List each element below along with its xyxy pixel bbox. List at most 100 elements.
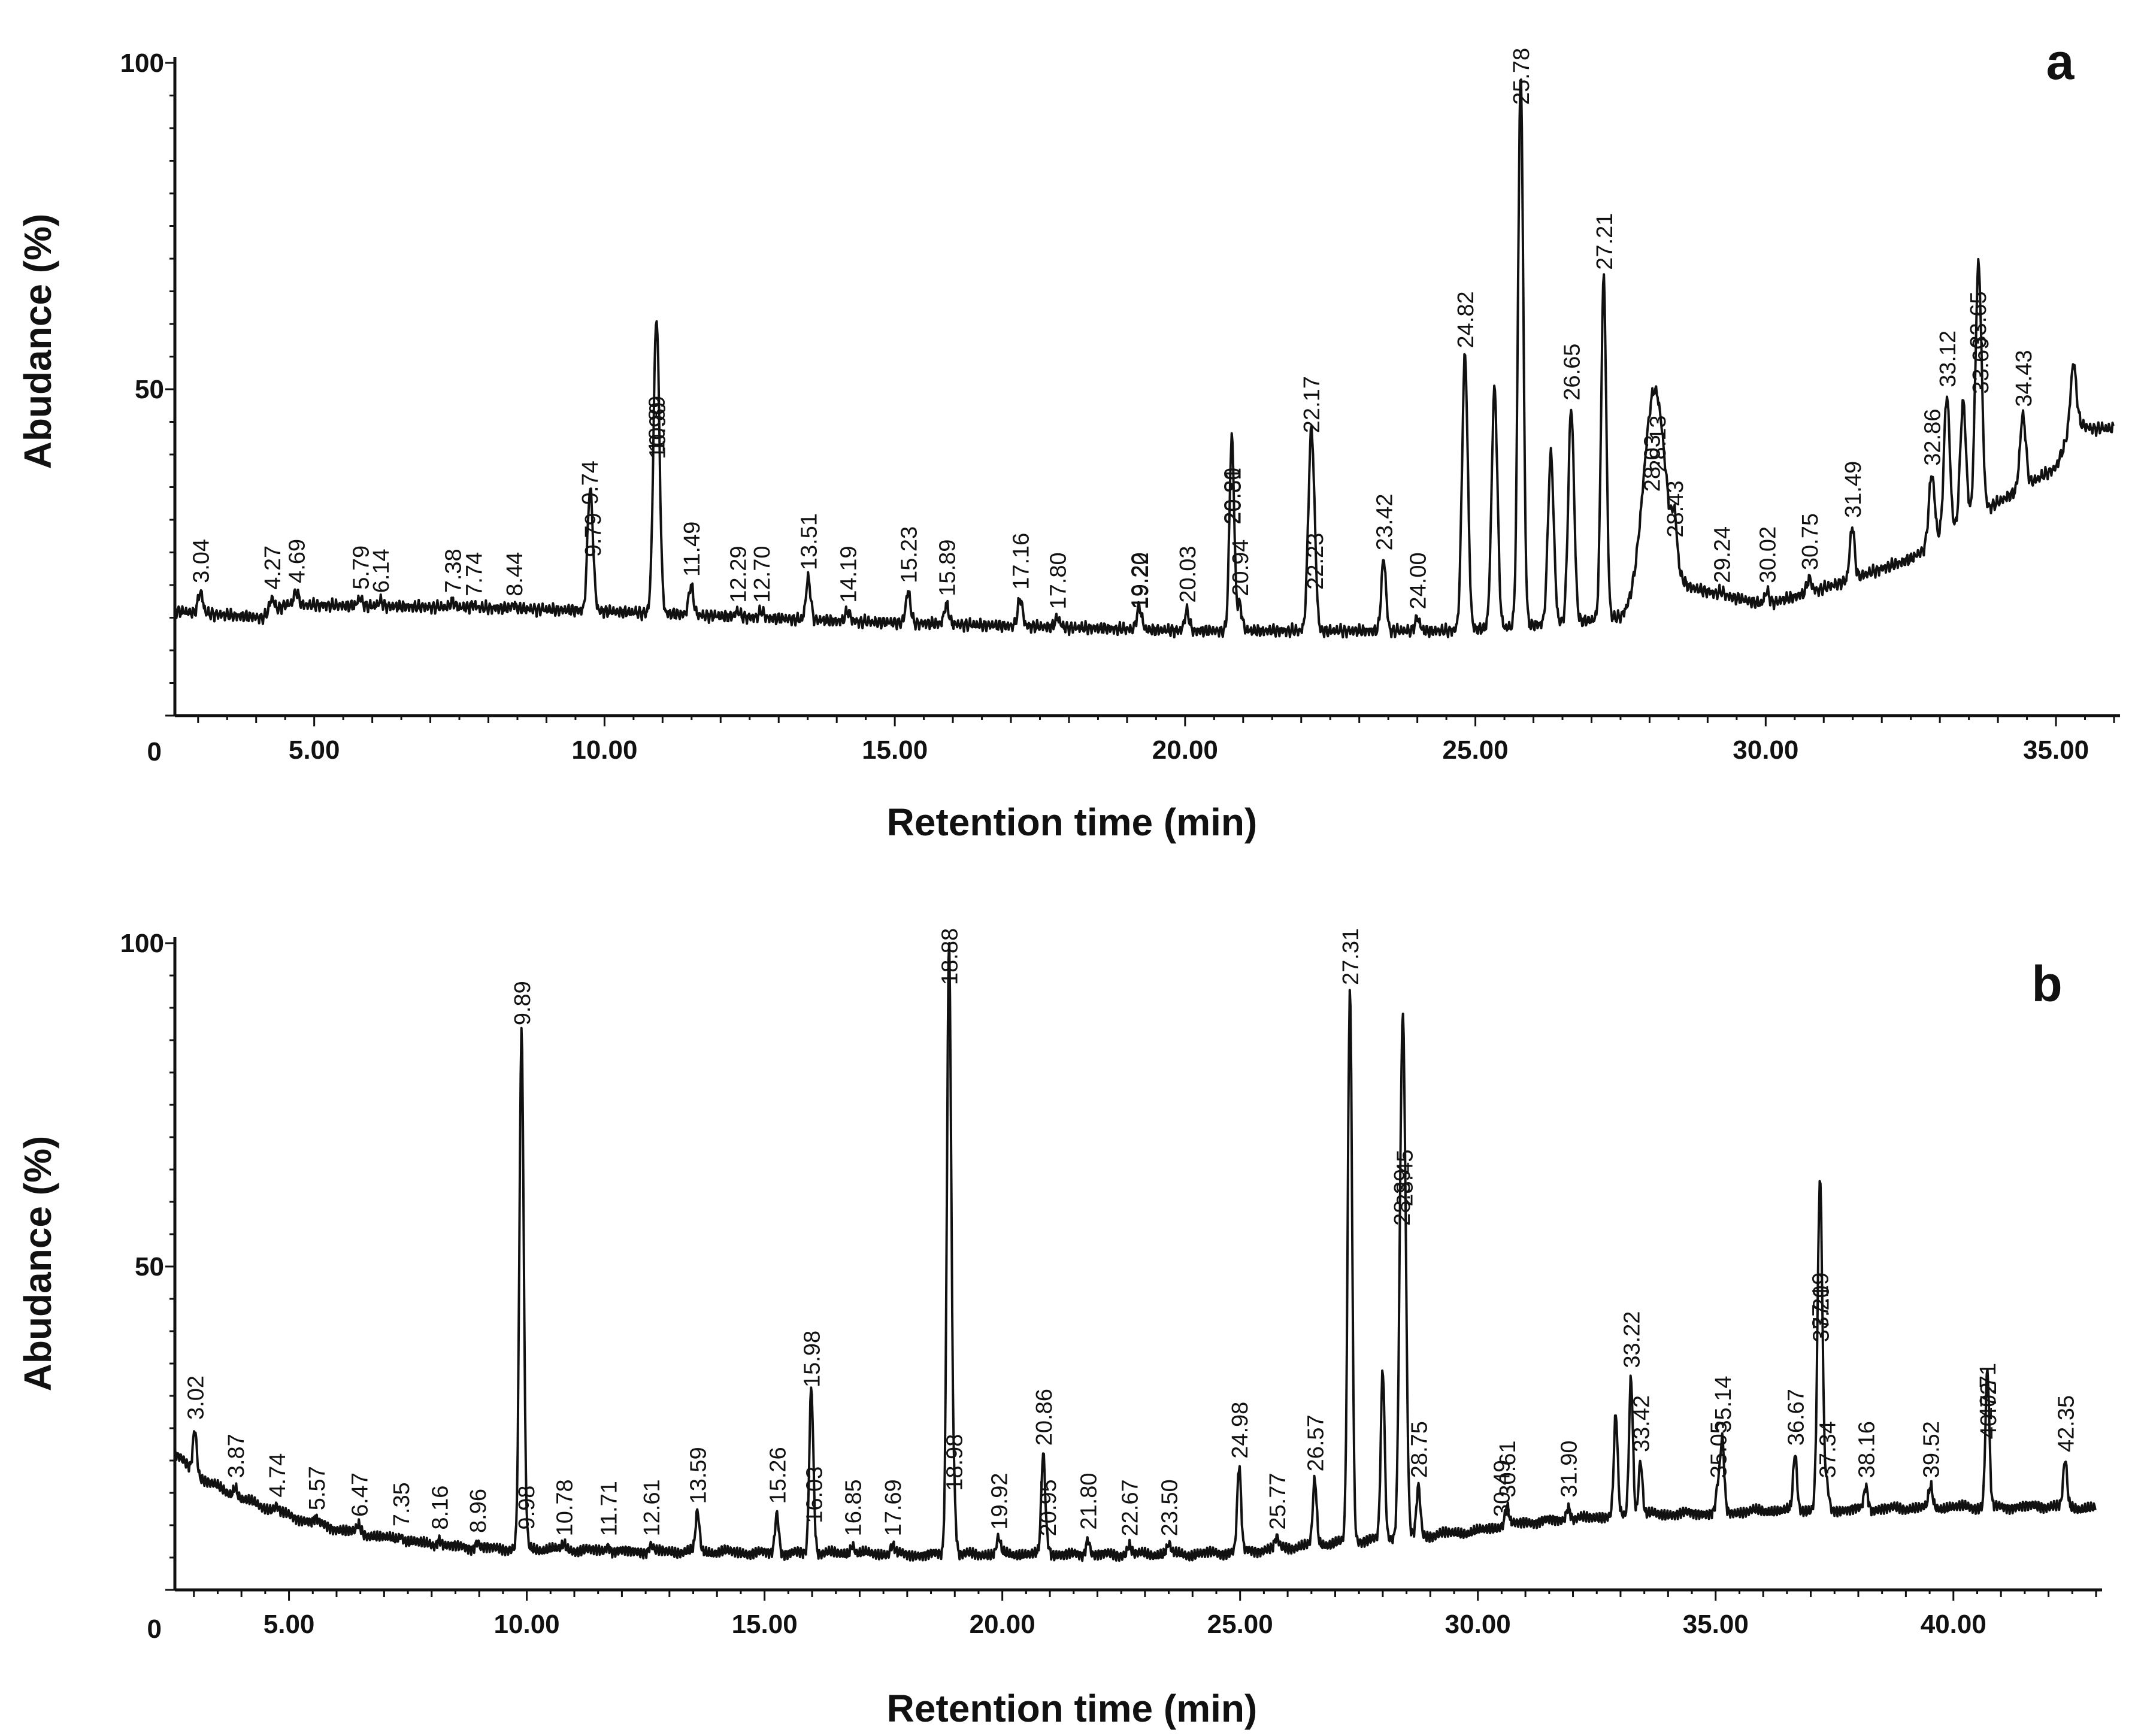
peak-label: 7.38 [441, 549, 466, 593]
peak-label: 12.61 [640, 1479, 665, 1536]
peak-label: 28.75 [1407, 1421, 1433, 1478]
peak-label: 34.43 [2012, 350, 2037, 407]
panel-letter: a [2046, 34, 2075, 90]
peak-label: 24.82 [1453, 291, 1479, 348]
y-tick-label: 0 [147, 1614, 162, 1644]
y-axis-ticks: 0 50 100 [120, 929, 175, 1644]
peak-label: 5.57 [305, 1466, 330, 1510]
peak-label: 11.49 [680, 522, 705, 577]
x-tick-label: 5.00 [289, 735, 340, 765]
x-tick-label: 30.00 [1733, 735, 1798, 765]
peak-label: 33.12 [1936, 331, 1961, 387]
peak-label: 3.04 [189, 539, 214, 583]
peak-label: 31.49 [1841, 461, 1866, 518]
x-tick-label: 20.00 [970, 1610, 1035, 1639]
peak-label: 19.20 [1127, 552, 1152, 609]
peak-label: 26.65 [1560, 344, 1585, 401]
chromatogram-panel-a: a Abudance (%) Retention time (min) 0 50 1… [16, 34, 2120, 844]
peak-label: 23.50 [1158, 1479, 1183, 1536]
peak-label: 38.16 [1855, 1421, 1880, 1478]
peak-label: 40.71 [1976, 1363, 2001, 1420]
x-tick-label: 25.00 [1443, 735, 1509, 765]
peak-label: 9.74 [578, 460, 603, 505]
y-tick-label: 50 [135, 1252, 164, 1281]
peak-label: 28.03 [1640, 435, 1665, 492]
peak-label: 10.89 [645, 396, 670, 453]
peak-label: 6.47 [347, 1473, 373, 1517]
peak-label: 16.85 [841, 1479, 867, 1536]
y-axis-ticks: 0 50 100 [120, 49, 175, 766]
peak-label: 22.23 [1303, 533, 1328, 590]
peak-label: 32.86 [1921, 409, 1946, 466]
chromatogram-trace [174, 942, 2097, 1562]
peak-label: 31.90 [1557, 1441, 1582, 1498]
peak-label: 30.02 [1755, 526, 1780, 583]
peak-label: 13.59 [686, 1447, 711, 1504]
peak-label: 10.78 [553, 1479, 578, 1536]
peak-label: 33.69 [1969, 337, 1994, 394]
x-tick-label: 20.00 [1152, 735, 1218, 765]
peak-label: 25.77 [1265, 1473, 1291, 1530]
peak-label: 20.80 [1220, 468, 1245, 525]
peak-label: 14.19 [837, 546, 862, 603]
peak-label: 4.27 [261, 546, 286, 590]
peak-label: 29.24 [1710, 526, 1736, 583]
y-axis-title: Abudance (%) [16, 214, 59, 469]
peak-label: 18.88 [938, 928, 963, 985]
x-tick-label: 35.00 [2023, 735, 2089, 765]
peak-label: 33.22 [1619, 1311, 1645, 1368]
peak-label: 17.69 [881, 1479, 906, 1536]
peak-label: 15.98 [800, 1331, 825, 1387]
peak-label: 19.22 [1128, 552, 1153, 609]
peak-label: 30.61 [1495, 1441, 1521, 1498]
peak-label: 28.39 [1390, 1169, 1415, 1226]
peak-label: 15.89 [935, 540, 960, 596]
y-tick-label: 50 [135, 375, 164, 404]
peak-label: 9.89 [510, 981, 535, 1025]
peak-label: 37.19 [1809, 1273, 1834, 1329]
x-tick-label: 10.00 [494, 1610, 560, 1639]
peak-label: 22.17 [1300, 376, 1325, 433]
peak-label: 30.49 [1490, 1460, 1515, 1517]
peak-label: 3.87 [224, 1434, 249, 1478]
peak-label: 30.75 [1798, 513, 1823, 570]
x-tick-label: 15.00 [862, 735, 928, 765]
peak-label: 35.05 [1707, 1421, 1732, 1478]
peak-label: 37.34 [1816, 1421, 1841, 1478]
chromatogram-trace [174, 78, 2115, 639]
peak-label: 40.72 [1976, 1382, 2001, 1439]
y-tick-label: 100 [120, 49, 164, 78]
peak-label: 18.98 [943, 1434, 968, 1491]
peak-label: 13.51 [797, 513, 822, 570]
peak-label: 28.43 [1663, 481, 1688, 538]
peak-label: 23.42 [1372, 493, 1397, 550]
peak-label: 19.92 [987, 1473, 1012, 1530]
peak-label: 7.74 [462, 552, 487, 596]
peak-label: 8.96 [466, 1489, 491, 1533]
peak-label: 17.16 [1009, 533, 1034, 590]
peak-label: 36.67 [1783, 1389, 1809, 1446]
peak-label: 25.78 [1509, 48, 1534, 105]
peak-label: 39.52 [1919, 1421, 1945, 1478]
peak-label: 24.00 [1406, 552, 1431, 609]
peak-label: 3.02 [183, 1376, 208, 1420]
peak-label: 15.26 [765, 1447, 791, 1504]
peak-label: 20.81 [1221, 468, 1246, 525]
peak-label: 11.71 [596, 1481, 622, 1536]
peak-label: 12.29 [726, 546, 751, 603]
peak-label: 4.74 [265, 1453, 290, 1498]
peak-label: 17.80 [1046, 552, 1071, 609]
y-axis-title: Abudance (%) [16, 1136, 59, 1392]
x-tick-label: 10.00 [571, 735, 637, 765]
x-axis-ticks: 5.00 10.00 15.00 20.00 25.00 30.00 35.00 [197, 716, 2115, 765]
peak-label: 6.14 [369, 549, 394, 593]
x-axis-title: Retention time (min) [887, 801, 1258, 844]
peak-labels: 3.04 4.274.69 5.796.14 7.387.74 8.44 9.74 9.79… [189, 48, 2037, 610]
peak-label: 33.65 [1966, 291, 1991, 348]
peak-label: 35.14 [1711, 1376, 1736, 1433]
peak-label: 16.03 [802, 1467, 827, 1523]
peak-label: 21.80 [1077, 1473, 1102, 1530]
peak-label: 20.95 [1036, 1479, 1061, 1536]
peak-label: 9.79 [581, 513, 606, 557]
